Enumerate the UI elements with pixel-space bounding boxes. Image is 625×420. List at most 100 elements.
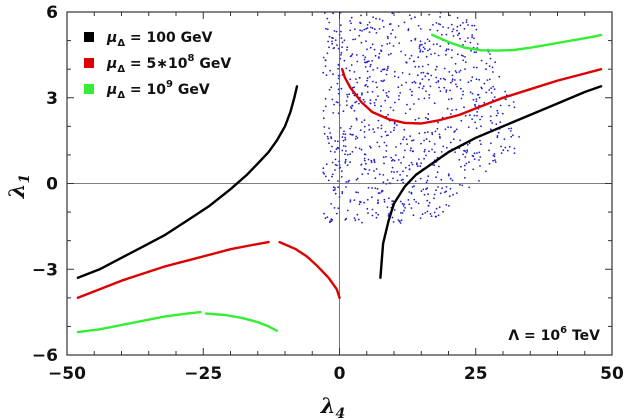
scatter-point xyxy=(349,127,351,130)
scatter-point xyxy=(364,56,367,59)
scatter-point xyxy=(333,30,336,32)
scatter-point xyxy=(391,29,394,31)
scatter-point xyxy=(455,108,458,111)
scatter-point xyxy=(359,129,362,132)
scatter-point xyxy=(365,40,367,43)
scatter-point xyxy=(424,75,427,78)
scatter-point xyxy=(387,96,390,98)
scatter-point xyxy=(512,134,514,137)
scatter-point xyxy=(380,190,383,193)
scatter-point xyxy=(322,56,325,59)
scatter-point xyxy=(366,61,368,64)
scatter-point xyxy=(439,45,442,48)
scatter-point xyxy=(471,24,473,27)
scatter-point xyxy=(425,188,427,191)
scatter-point xyxy=(370,26,372,29)
scatter-point xyxy=(422,46,425,49)
scatter-point xyxy=(494,161,497,164)
scatter-point xyxy=(344,158,347,161)
scatter-point xyxy=(386,69,388,72)
scatter-point xyxy=(510,127,513,130)
scatter-point xyxy=(385,134,388,137)
scatter-point xyxy=(462,22,464,24)
scatter-point xyxy=(371,196,373,199)
scatter-point xyxy=(380,50,383,53)
scatter-point xyxy=(366,77,369,80)
scatter-point xyxy=(459,139,461,142)
scatter-point xyxy=(480,125,482,128)
scatter-point xyxy=(411,163,414,166)
scatter-point xyxy=(358,76,361,79)
scatter-point xyxy=(435,65,438,68)
scatter-point xyxy=(375,32,378,34)
scatter-point xyxy=(451,30,454,33)
scatter-point xyxy=(392,221,395,223)
scatter-point xyxy=(443,67,446,70)
scatter-point xyxy=(333,207,336,209)
scatter-point xyxy=(485,170,487,173)
scatter-point xyxy=(334,158,337,161)
scatter-point xyxy=(326,28,329,31)
scatter-point xyxy=(376,67,379,69)
scatter-point xyxy=(403,203,406,206)
scatter-point xyxy=(411,139,413,142)
scatter-point xyxy=(427,175,430,178)
scatter-point xyxy=(327,179,330,182)
scatter-point xyxy=(340,52,343,54)
scatter-point xyxy=(351,104,354,107)
scatter-point xyxy=(376,86,378,89)
scatter-point xyxy=(419,217,422,220)
scatter-point xyxy=(426,210,429,213)
scatter-point xyxy=(464,156,467,158)
scatter-point xyxy=(464,114,467,117)
scatter-point xyxy=(421,50,424,53)
series-1-curve xyxy=(341,67,603,125)
scatter-point xyxy=(417,56,420,59)
scatter-point xyxy=(439,192,442,195)
scatter-point xyxy=(354,38,357,41)
scatter-point xyxy=(328,46,330,49)
scatter-point xyxy=(456,34,459,37)
series-0-curve xyxy=(76,85,299,279)
scatter-point xyxy=(435,176,437,179)
scatter-point xyxy=(349,153,351,156)
scatter-point xyxy=(344,136,346,139)
scatter-point xyxy=(423,139,425,142)
scatter-point xyxy=(370,161,373,164)
scatter-point xyxy=(513,147,516,150)
scatter-point xyxy=(435,81,438,84)
scatter-point xyxy=(439,16,441,18)
scatter-point xyxy=(379,110,382,112)
scatter-point xyxy=(473,114,476,117)
scatter-point xyxy=(334,169,336,171)
scatter-point xyxy=(489,53,491,55)
scatter-point xyxy=(434,52,436,55)
scatter-point xyxy=(366,27,369,29)
scatter-point xyxy=(404,207,406,209)
scatter-point xyxy=(373,158,376,161)
scatter-point xyxy=(362,98,365,101)
scatter-point xyxy=(507,149,509,152)
scatter-point xyxy=(467,37,469,39)
scatter-point xyxy=(434,130,437,133)
scatter-point xyxy=(393,159,396,162)
scatter-point xyxy=(426,131,429,134)
scatter-point xyxy=(460,119,463,122)
scatter-point xyxy=(393,171,395,174)
scatter-point xyxy=(419,165,422,168)
scatter-point xyxy=(367,158,370,161)
scatter-point xyxy=(332,189,335,192)
scatter-point xyxy=(383,141,386,144)
scatter-point xyxy=(494,61,497,64)
scatter-point xyxy=(377,56,380,58)
scatter-point xyxy=(366,85,369,88)
scatter-point xyxy=(353,109,356,112)
scatter-point xyxy=(334,39,337,41)
scatter-point xyxy=(349,161,351,164)
scatter-point xyxy=(495,114,498,117)
cutoff-annotation: Λ = 106 TeV xyxy=(508,325,600,344)
scatter-point xyxy=(419,177,422,180)
scatter-point xyxy=(415,163,418,166)
scatter-point xyxy=(346,153,349,156)
scatter-point xyxy=(435,189,437,192)
